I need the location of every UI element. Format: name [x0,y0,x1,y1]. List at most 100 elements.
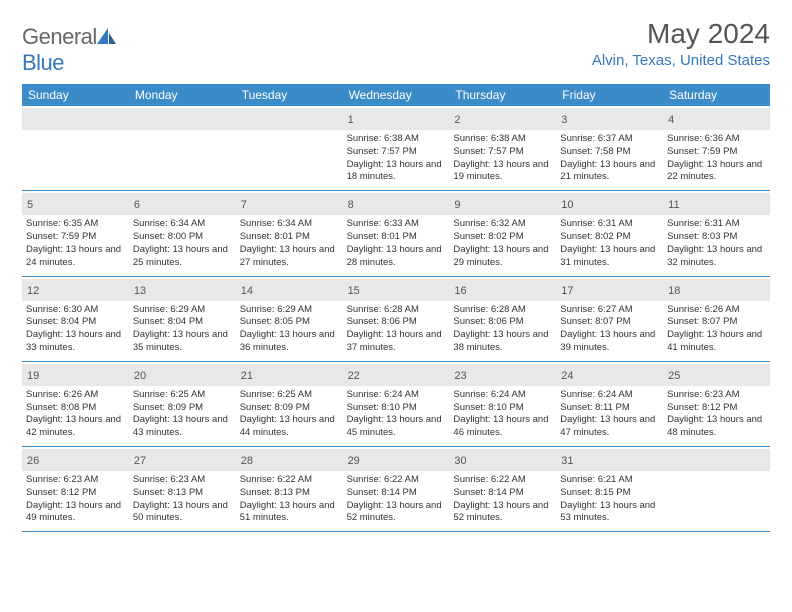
sunrise-text: Sunrise: 6:31 AM [667,218,766,231]
day-number: 30 [454,455,466,467]
day-info: Sunrise: 6:24 AMSunset: 8:11 PMDaylight:… [560,389,659,440]
sunset-text: Sunset: 8:12 PM [667,402,766,415]
sunrise-text: Sunrise: 6:38 AM [453,133,552,146]
day-number: 3 [561,114,567,126]
sunrise-text: Sunrise: 6:29 AM [133,304,232,317]
day-number: 18 [668,285,680,297]
day-info: Sunrise: 6:23 AMSunset: 8:12 PMDaylight:… [667,389,766,440]
calendar-week: 12Sunrise: 6:30 AMSunset: 8:04 PMDayligh… [22,277,770,362]
day-info: Sunrise: 6:38 AMSunset: 7:57 PMDaylight:… [453,133,552,184]
day-number: 26 [27,455,39,467]
day-number: 20 [134,370,146,382]
day-info: Sunrise: 6:24 AMSunset: 8:10 PMDaylight:… [453,389,552,440]
day-info: Sunrise: 6:29 AMSunset: 8:04 PMDaylight:… [133,304,232,355]
day-info: Sunrise: 6:22 AMSunset: 8:13 PMDaylight:… [240,474,339,525]
sunset-text: Sunset: 8:13 PM [133,487,232,500]
day-number: 12 [27,285,39,297]
sunrise-text: Sunrise: 6:25 AM [240,389,339,402]
day-header: Friday [556,84,663,106]
day-number-stripe: 6 [129,193,236,215]
sunset-text: Sunset: 8:14 PM [453,487,552,500]
day-number: 16 [454,285,466,297]
day-info: Sunrise: 6:26 AMSunset: 8:08 PMDaylight:… [26,389,125,440]
daylight-text: Daylight: 13 hours and 37 minutes. [347,329,446,355]
calendar-cell: 9Sunrise: 6:32 AMSunset: 8:02 PMDaylight… [449,191,556,275]
logo-text-2: Blue [22,50,64,75]
day-info: Sunrise: 6:22 AMSunset: 8:14 PMDaylight:… [453,474,552,525]
calendar-header-row: SundayMondayTuesdayWednesdayThursdayFrid… [22,84,770,106]
daylight-text: Daylight: 13 hours and 18 minutes. [347,159,446,185]
daylight-text: Daylight: 13 hours and 43 minutes. [133,414,232,440]
sunset-text: Sunset: 8:07 PM [667,316,766,329]
day-header: Sunday [22,84,129,106]
daylight-text: Daylight: 13 hours and 29 minutes. [453,244,552,270]
day-info: Sunrise: 6:25 AMSunset: 8:09 PMDaylight:… [240,389,339,440]
day-number: 9 [454,199,460,211]
day-number: 17 [561,285,573,297]
day-number-stripe: 18 [663,279,770,301]
daylight-text: Daylight: 13 hours and 42 minutes. [26,414,125,440]
calendar-week: 26Sunrise: 6:23 AMSunset: 8:12 PMDayligh… [22,447,770,532]
day-number-stripe: 24 [556,364,663,386]
day-number: 31 [561,455,573,467]
calendar-cell: 18 Sunrise: 6:26 AMSunset: 8:07 PMDayligh… [663,277,770,361]
day-number-stripe: 13 [129,279,236,301]
sunset-text: Sunset: 8:10 PM [453,402,552,415]
sunrise-text: Sunrise: 6:21 AM [560,474,659,487]
sunset-text: Sunset: 8:11 PM [560,402,659,415]
day-number: 8 [348,199,354,211]
daylight-text: Daylight: 13 hours and 41 minutes. [667,329,766,355]
sunrise-text: Sunrise: 6:26 AM [667,304,766,317]
daylight-text: Daylight: 13 hours and 22 minutes. [667,159,766,185]
calendar-cell: 20 Sunrise: 6:25 AMSunset: 8:09 PMDayligh… [129,362,236,446]
sunrise-text: Sunrise: 6:35 AM [26,218,125,231]
location-text: Alvin, Texas, United States [592,52,770,69]
daylight-text: Daylight: 13 hours and 21 minutes. [560,159,659,185]
sunrise-text: Sunrise: 6:36 AM [667,133,766,146]
sunset-text: Sunset: 8:09 PM [133,402,232,415]
day-number: 2 [454,114,460,126]
day-number: 5 [27,199,33,211]
day-number-stripe: 28 [236,449,343,471]
sunrise-text: Sunrise: 6:22 AM [453,474,552,487]
calendar-cell [22,106,129,190]
sunset-text: Sunset: 7:58 PM [560,146,659,159]
sunset-text: Sunset: 8:03 PM [667,231,766,244]
calendar-cell: 23Sunrise: 6:24 AMSunset: 8:10 PMDayligh… [449,362,556,446]
day-info: Sunrise: 6:26 AMSunset: 8:07 PMDaylight:… [667,304,766,355]
day-header: Saturday [663,84,770,106]
day-number-stripe: 12 [22,279,129,301]
sunrise-text: Sunrise: 6:23 AM [26,474,125,487]
calendar-cell: 14Sunrise: 6:29 AMSunset: 8:05 PMDayligh… [236,277,343,361]
month-title: May 2024 [592,18,770,50]
day-number-stripe: 1 [343,108,450,130]
daylight-text: Daylight: 13 hours and 49 minutes. [26,500,125,526]
calendar-cell: 29Sunrise: 6:22 AMSunset: 8:14 PMDayligh… [343,447,450,531]
calendar-cell: 1Sunrise: 6:38 AMSunset: 7:57 PMDaylight… [343,106,450,190]
sunset-text: Sunset: 7:57 PM [453,146,552,159]
daylight-text: Daylight: 13 hours and 33 minutes. [26,329,125,355]
calendar-cell: 6Sunrise: 6:34 AMSunset: 8:00 PMDaylight… [129,191,236,275]
calendar-cell: 16 Sunrise: 6:28 AMSunset: 8:06 PMDayligh… [449,277,556,361]
calendar-cell: 25Sunrise: 6:23 AMSunset: 8:12 PMDayligh… [663,362,770,446]
day-info: Sunrise: 6:28 AMSunset: 8:06 PMDaylight:… [453,304,552,355]
daylight-text: Daylight: 13 hours and 46 minutes. [453,414,552,440]
day-number-stripe: 21 [236,364,343,386]
calendar-cell: 3Sunrise: 6:37 AMSunset: 7:58 PMDaylight… [556,106,663,190]
calendar-week: 1Sunrise: 6:38 AMSunset: 7:57 PMDaylight… [22,106,770,191]
daylight-text: Daylight: 13 hours and 47 minutes. [560,414,659,440]
daylight-text: Daylight: 13 hours and 25 minutes. [133,244,232,270]
day-header: Monday [129,84,236,106]
sunrise-text: Sunrise: 6:25 AM [133,389,232,402]
daylight-text: Daylight: 13 hours and 36 minutes. [240,329,339,355]
sunset-text: Sunset: 8:02 PM [453,231,552,244]
calendar-cell: 26Sunrise: 6:23 AMSunset: 8:12 PMDayligh… [22,447,129,531]
day-number: 29 [348,455,360,467]
day-number: 1 [348,114,354,126]
day-number-stripe: 31 [556,449,663,471]
calendar-cell: 22Sunrise: 6:24 AMSunset: 8:10 PMDayligh… [343,362,450,446]
daylight-text: Daylight: 13 hours and 38 minutes. [453,329,552,355]
sunrise-text: Sunrise: 6:23 AM [667,389,766,402]
day-header: Thursday [449,84,556,106]
calendar-cell: 31Sunrise: 6:21 AMSunset: 8:15 PMDayligh… [556,447,663,531]
